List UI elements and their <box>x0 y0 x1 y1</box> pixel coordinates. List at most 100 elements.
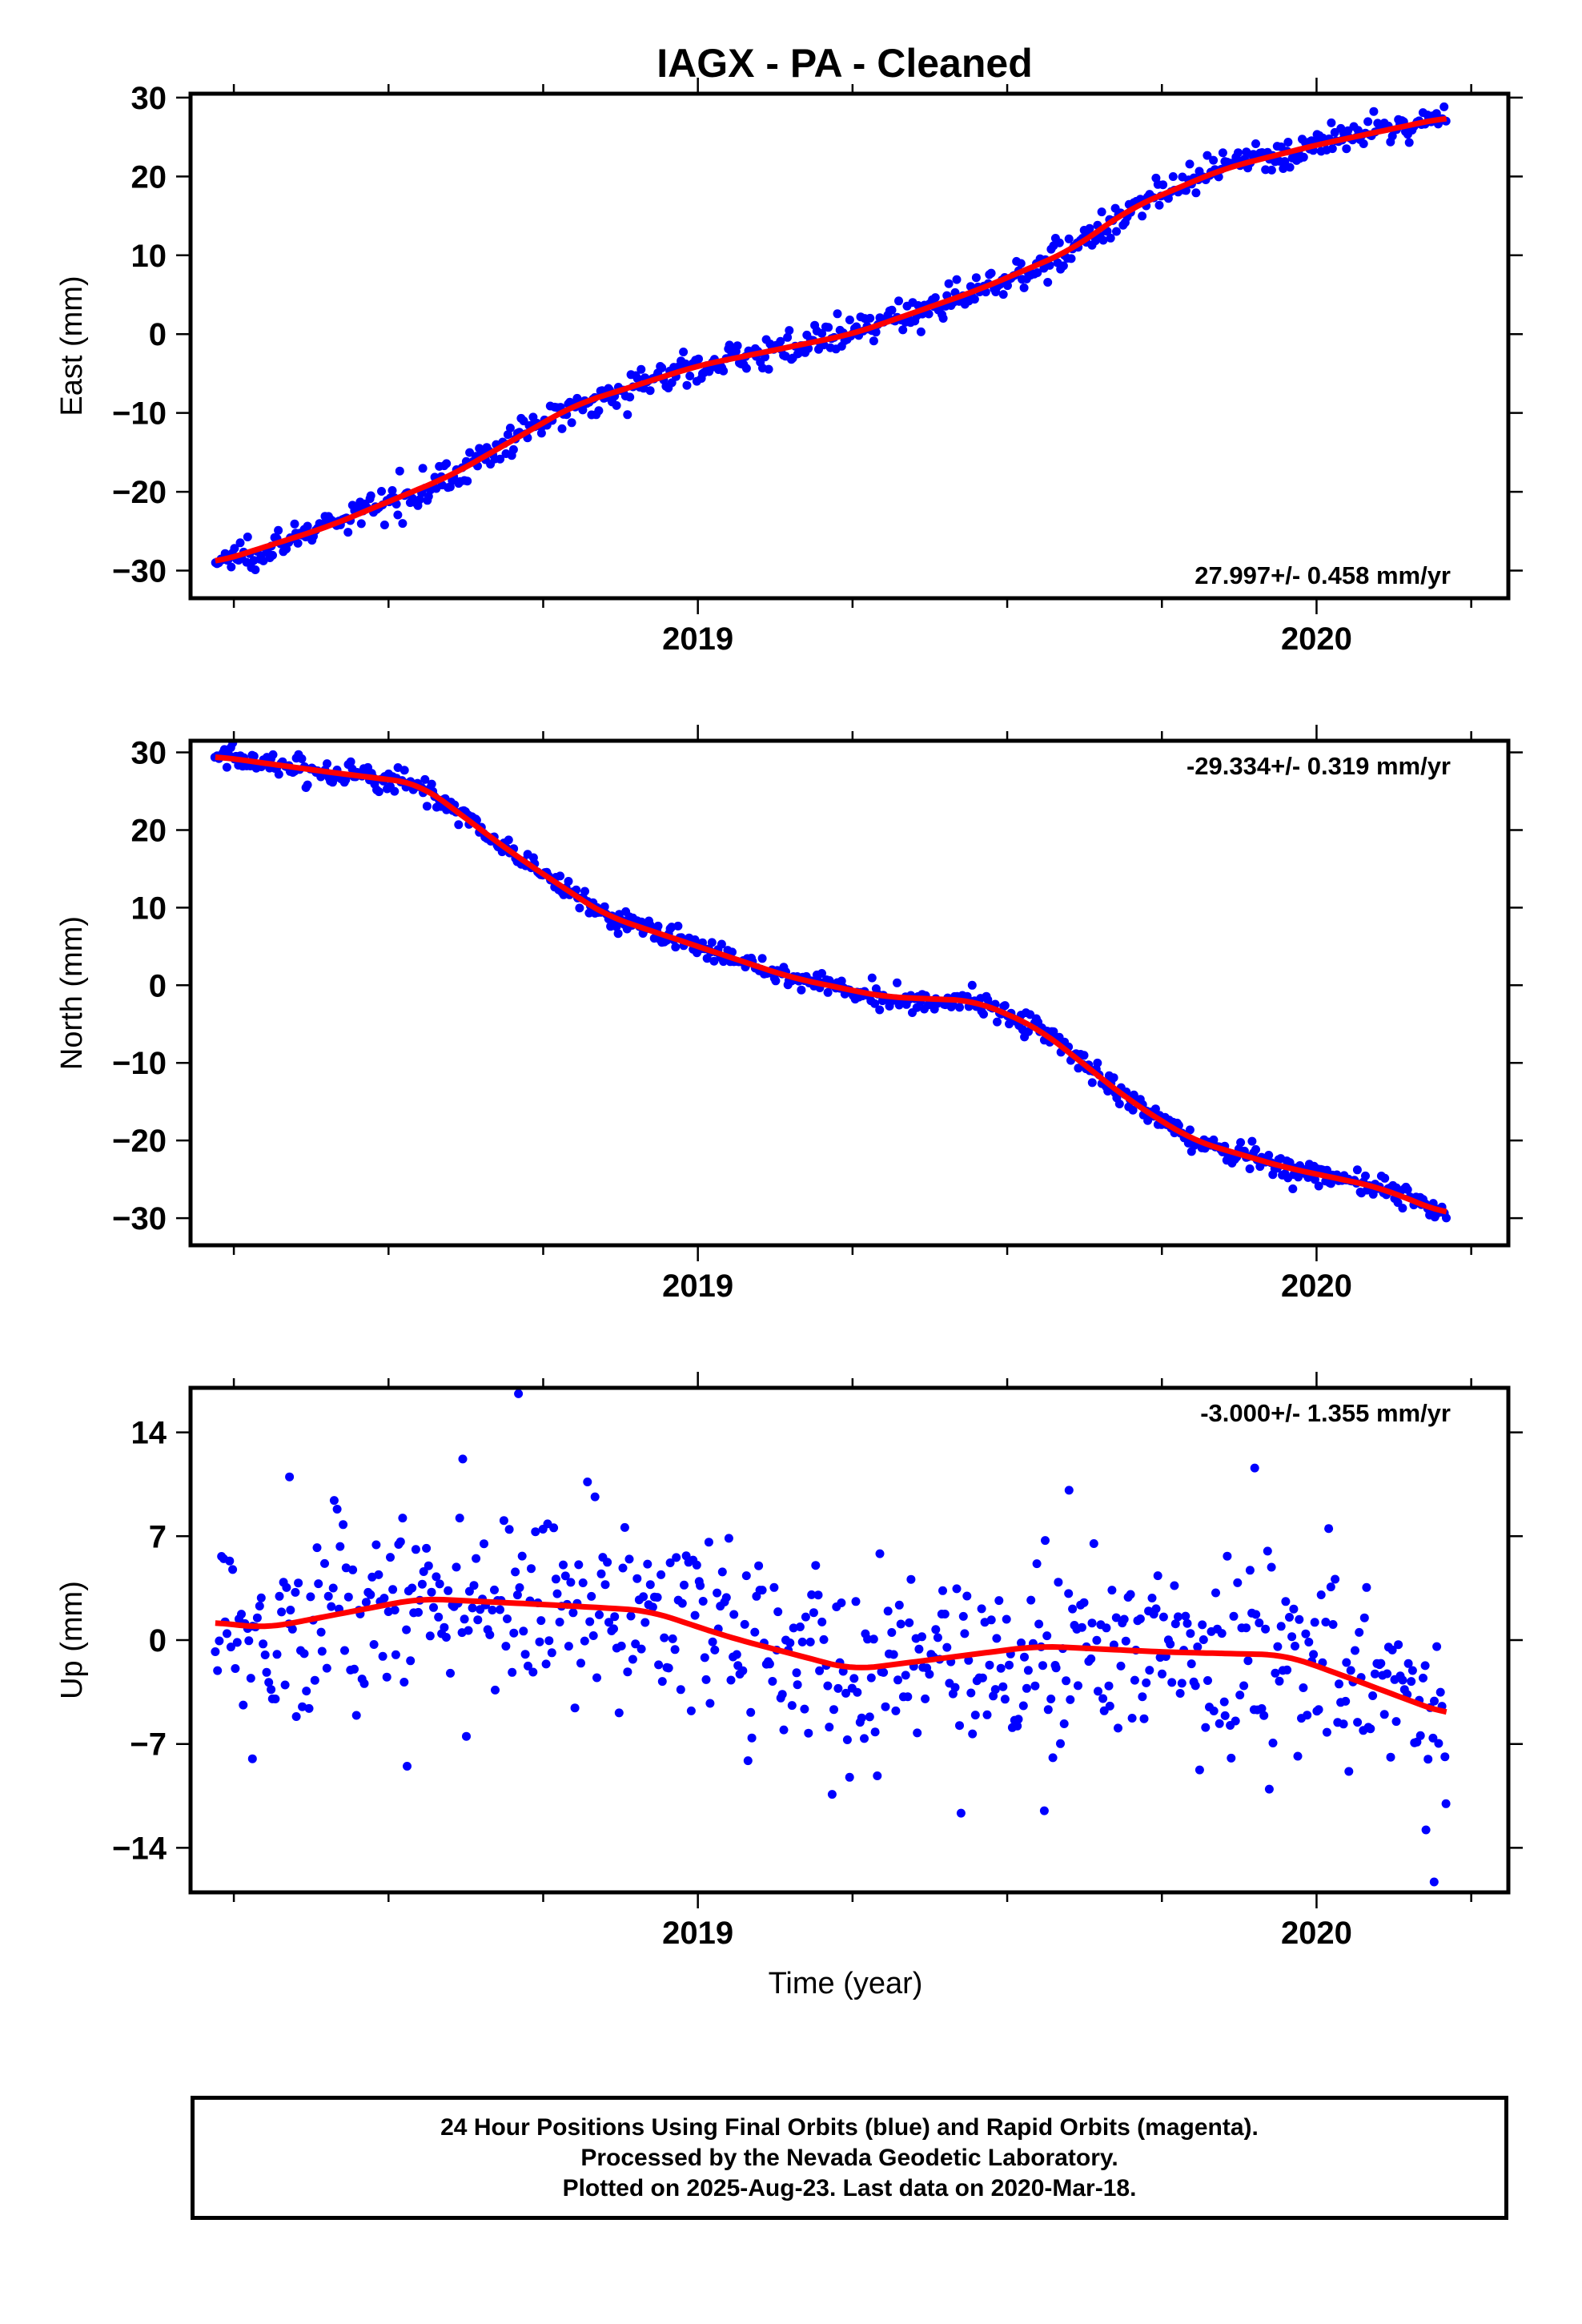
x-tick-label: 2019 <box>662 621 733 657</box>
data-point <box>578 405 588 415</box>
data-point <box>312 1543 322 1553</box>
data-point <box>596 1569 606 1578</box>
data-point <box>648 1602 657 1612</box>
data-point <box>425 1631 435 1641</box>
data-point <box>672 1553 681 1562</box>
data-point <box>701 1675 711 1684</box>
data-point <box>795 1622 805 1631</box>
data-point <box>1138 211 1147 221</box>
data-point <box>1066 1695 1075 1704</box>
data-point <box>1386 1752 1395 1762</box>
data-point <box>491 1685 500 1695</box>
data-point <box>653 921 663 931</box>
data-point <box>777 1690 787 1699</box>
data-point <box>528 1667 538 1677</box>
data-point <box>211 1647 220 1656</box>
data-point <box>440 1622 449 1632</box>
data-point <box>564 1642 573 1651</box>
data-point <box>340 1646 349 1655</box>
data-point <box>750 1627 760 1637</box>
data-point <box>396 1537 405 1546</box>
data-point <box>1419 1673 1427 1683</box>
data-point <box>251 565 260 574</box>
data-point <box>222 762 231 772</box>
data-point <box>574 1560 584 1570</box>
data-point <box>962 1591 972 1601</box>
data-point <box>1017 1638 1026 1647</box>
data-point <box>1281 1597 1291 1606</box>
data-point <box>958 1611 968 1621</box>
data-point <box>239 1700 248 1710</box>
data-point <box>657 1677 667 1687</box>
y-tick-label: −14 <box>112 1831 167 1866</box>
data-point-outlier <box>247 1754 257 1763</box>
data-point <box>871 328 881 337</box>
x-tick-label: 2019 <box>662 1269 733 1304</box>
data-point <box>931 1625 941 1634</box>
data-point <box>320 1558 329 1568</box>
data-point <box>1138 1692 1147 1702</box>
data-point <box>1259 1711 1269 1720</box>
data-point <box>1089 1539 1098 1548</box>
data-point <box>625 392 635 402</box>
data-point <box>867 973 877 983</box>
data-point <box>1087 1078 1097 1088</box>
y-axis-label: North (mm) <box>55 916 89 1070</box>
data-point <box>1271 1668 1280 1678</box>
data-point <box>1441 1799 1451 1808</box>
y-tick-label: −7 <box>130 1727 167 1763</box>
data-point <box>552 1589 562 1598</box>
data-point <box>560 1571 570 1581</box>
data-point <box>938 1586 947 1595</box>
y-tick-label: 20 <box>131 159 167 195</box>
x-tick-label: 2020 <box>1281 621 1352 657</box>
data-point <box>252 1613 262 1622</box>
data-point <box>636 364 646 374</box>
data-point <box>291 1712 301 1721</box>
data-point <box>805 1637 815 1647</box>
data-point <box>800 1704 809 1714</box>
data-point <box>955 1003 964 1012</box>
data-point <box>1361 1171 1370 1180</box>
data-point <box>1098 1694 1108 1703</box>
data-point <box>921 1694 930 1703</box>
data-point <box>277 1607 287 1617</box>
data-point <box>316 1627 326 1637</box>
data-point <box>1442 1213 1451 1223</box>
data-point <box>866 1673 876 1683</box>
data-point <box>1301 1629 1311 1638</box>
data-point-outlier <box>285 1472 295 1482</box>
data-point <box>1299 152 1308 162</box>
data-point <box>1420 1661 1430 1671</box>
data-point <box>1355 1627 1364 1637</box>
velocity-rate-label: -3.000+/- 1.355 mm/yr <box>1200 1399 1451 1427</box>
data-point <box>504 835 513 845</box>
data-point <box>260 1651 270 1659</box>
data-point <box>1064 1589 1074 1598</box>
panel-north: 2019 2020 30 20 10 0 −10 −20 −30 North (mm) -29.33… <box>55 725 1523 1304</box>
data-point <box>889 1650 898 1659</box>
data-point <box>272 1650 282 1659</box>
data-point <box>508 1667 517 1677</box>
data-point <box>282 1582 291 1592</box>
data-point <box>1111 1613 1121 1622</box>
scatter-points-final-orbits <box>210 741 1451 1223</box>
data-point <box>1182 1618 1192 1628</box>
data-point <box>779 1725 789 1735</box>
data-point <box>390 786 400 796</box>
data-point <box>863 1634 873 1644</box>
data-point <box>967 980 977 990</box>
data-point <box>488 1606 497 1614</box>
data-point <box>998 290 1008 300</box>
data-point <box>398 519 408 529</box>
data-point <box>610 1612 620 1622</box>
data-point <box>454 820 464 830</box>
data-point <box>986 268 996 278</box>
data-point <box>1209 1707 1219 1715</box>
data-point <box>916 327 926 336</box>
data-point <box>462 1731 471 1741</box>
data-point <box>817 1617 827 1626</box>
data-point <box>590 1492 600 1502</box>
data-point <box>1104 1681 1114 1691</box>
